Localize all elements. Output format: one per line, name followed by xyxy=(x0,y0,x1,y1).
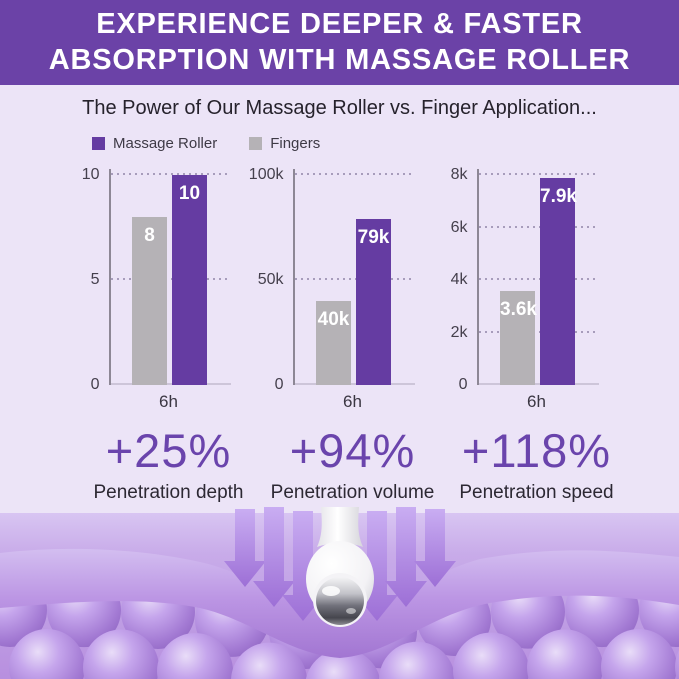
bar-fingers: 8 xyxy=(132,217,167,385)
bar-value-label: 40k xyxy=(317,309,350,330)
bar-massage-roller: 79k xyxy=(356,219,391,385)
skin-cell xyxy=(379,641,455,679)
x-axis-line xyxy=(110,383,231,385)
subtitle: The Power of Our Massage Roller vs. Fing… xyxy=(82,97,597,119)
gridline xyxy=(478,330,597,333)
page-title-line-2: ABSORPTION WITH MASSAGE ROLLER xyxy=(48,43,631,76)
chart-plot-area: 40k 79k 0 50k 100k xyxy=(249,167,415,393)
stat-value: +25% xyxy=(105,424,232,477)
stats-row: +25% Penetration depth +94% Penetration … xyxy=(0,427,679,504)
bar-chart-penetration-speed: 3.6k 7.9k 0 2k 4k 6k 8k 6h xyxy=(451,167,599,415)
skin-cell xyxy=(601,629,677,679)
charts-row: 8 10 0 5 10 6h 40k 79k 0 50k 100k 6h 3.6k 7.9k … xyxy=(0,167,679,415)
stat-value: +118% xyxy=(461,424,612,477)
y-axis-tick-label: 5 xyxy=(90,271,100,288)
gridline xyxy=(110,278,229,280)
stat-penetration-speed: +118% Penetration speed xyxy=(459,427,613,504)
bar-chart-penetration-volume: 40k 79k 0 50k 100k 6h xyxy=(249,167,415,415)
skin-cell xyxy=(305,648,381,679)
stat-penetration-volume: +94% Penetration volume xyxy=(271,427,435,504)
skin-cell xyxy=(157,633,233,679)
down-arrow-icon xyxy=(224,507,456,621)
gray-square-swatch xyxy=(249,137,263,150)
y-axis-tick-label: 2k xyxy=(450,323,468,341)
legend-item-fingers: Fingers xyxy=(249,135,320,152)
bar-fingers: 40k xyxy=(316,301,351,385)
y-axis-tick-label: 4k xyxy=(450,271,468,288)
gridline xyxy=(294,278,413,280)
bar-group: 3.6k 7.9k xyxy=(479,177,597,385)
page-title-line-1: EXPERIENCE DEEPER & FASTER xyxy=(96,8,583,41)
header-banner: EXPERIENCE DEEPER & FASTER ABSORPTION WI… xyxy=(0,0,679,85)
skin-cell xyxy=(453,632,529,679)
bar-value-label: 8 xyxy=(144,225,155,246)
massage-roller-icon xyxy=(306,507,374,627)
legend-label: Fingers xyxy=(270,135,321,152)
y-axis-tick-label: 0 xyxy=(458,376,468,393)
skin-cell xyxy=(9,629,85,679)
chart-plot-area: 3.6k 7.9k 0 2k 4k 6k 8k xyxy=(451,167,599,393)
bar-value-label: 7.9k xyxy=(540,185,577,207)
skin-layer xyxy=(0,548,679,658)
bar-group: 8 10 xyxy=(111,175,229,385)
y-axis-tick-label: 10 xyxy=(81,166,100,183)
stat-penetration-depth: +25% Penetration depth xyxy=(93,427,243,504)
bar-fingers: 3.6k xyxy=(500,290,537,385)
gridline xyxy=(478,173,597,175)
chart-plot-area: 8 10 0 5 10 xyxy=(82,167,231,393)
y-axis-tick-label: 50k xyxy=(257,271,284,288)
stat-label: Penetration depth xyxy=(93,482,244,503)
chart-legend: Massage Roller Fingers xyxy=(92,135,679,152)
stat-label: Penetration speed xyxy=(459,482,614,503)
y-axis-tick-label: 0 xyxy=(90,376,100,393)
bar-group: 40k 79k xyxy=(295,219,413,385)
purple-square-swatch xyxy=(92,137,105,150)
skin-cell xyxy=(231,642,307,679)
skin-cell xyxy=(527,629,603,679)
x-axis-line xyxy=(478,383,599,385)
x-axis-line xyxy=(294,383,415,385)
skin-illustration xyxy=(0,507,679,679)
gridline xyxy=(478,278,597,280)
legend-item-massage-roller: Massage Roller xyxy=(92,135,217,152)
x-axis-category-label: 6h xyxy=(159,392,178,411)
skin-cell xyxy=(83,629,159,679)
x-axis-category-label: 6h xyxy=(527,392,546,411)
y-axis-tick-label: 0 xyxy=(274,376,284,393)
gridline xyxy=(110,173,229,175)
legend-label: Massage Roller xyxy=(113,135,218,152)
y-axis-tick-label: 8k xyxy=(450,166,468,183)
gridline xyxy=(294,173,413,175)
bar-massage-roller: 7.9k xyxy=(540,177,577,385)
y-axis-tick-label: 100k xyxy=(248,166,284,183)
stat-label: Penetration volume xyxy=(270,482,435,503)
bar-chart-penetration-depth: 8 10 0 5 10 6h xyxy=(82,167,231,415)
stat-value: +94% xyxy=(289,424,416,477)
gridline xyxy=(478,225,597,228)
skin-cell xyxy=(675,650,679,679)
bar-massage-roller: 10 xyxy=(172,175,207,385)
y-axis-tick-label: 6k xyxy=(450,218,468,236)
x-axis-category-label: 6h xyxy=(343,392,362,411)
bar-value-label: 79k xyxy=(357,227,390,249)
bar-value-label: 3.6k xyxy=(500,298,537,320)
bar-value-label: 10 xyxy=(178,183,201,204)
